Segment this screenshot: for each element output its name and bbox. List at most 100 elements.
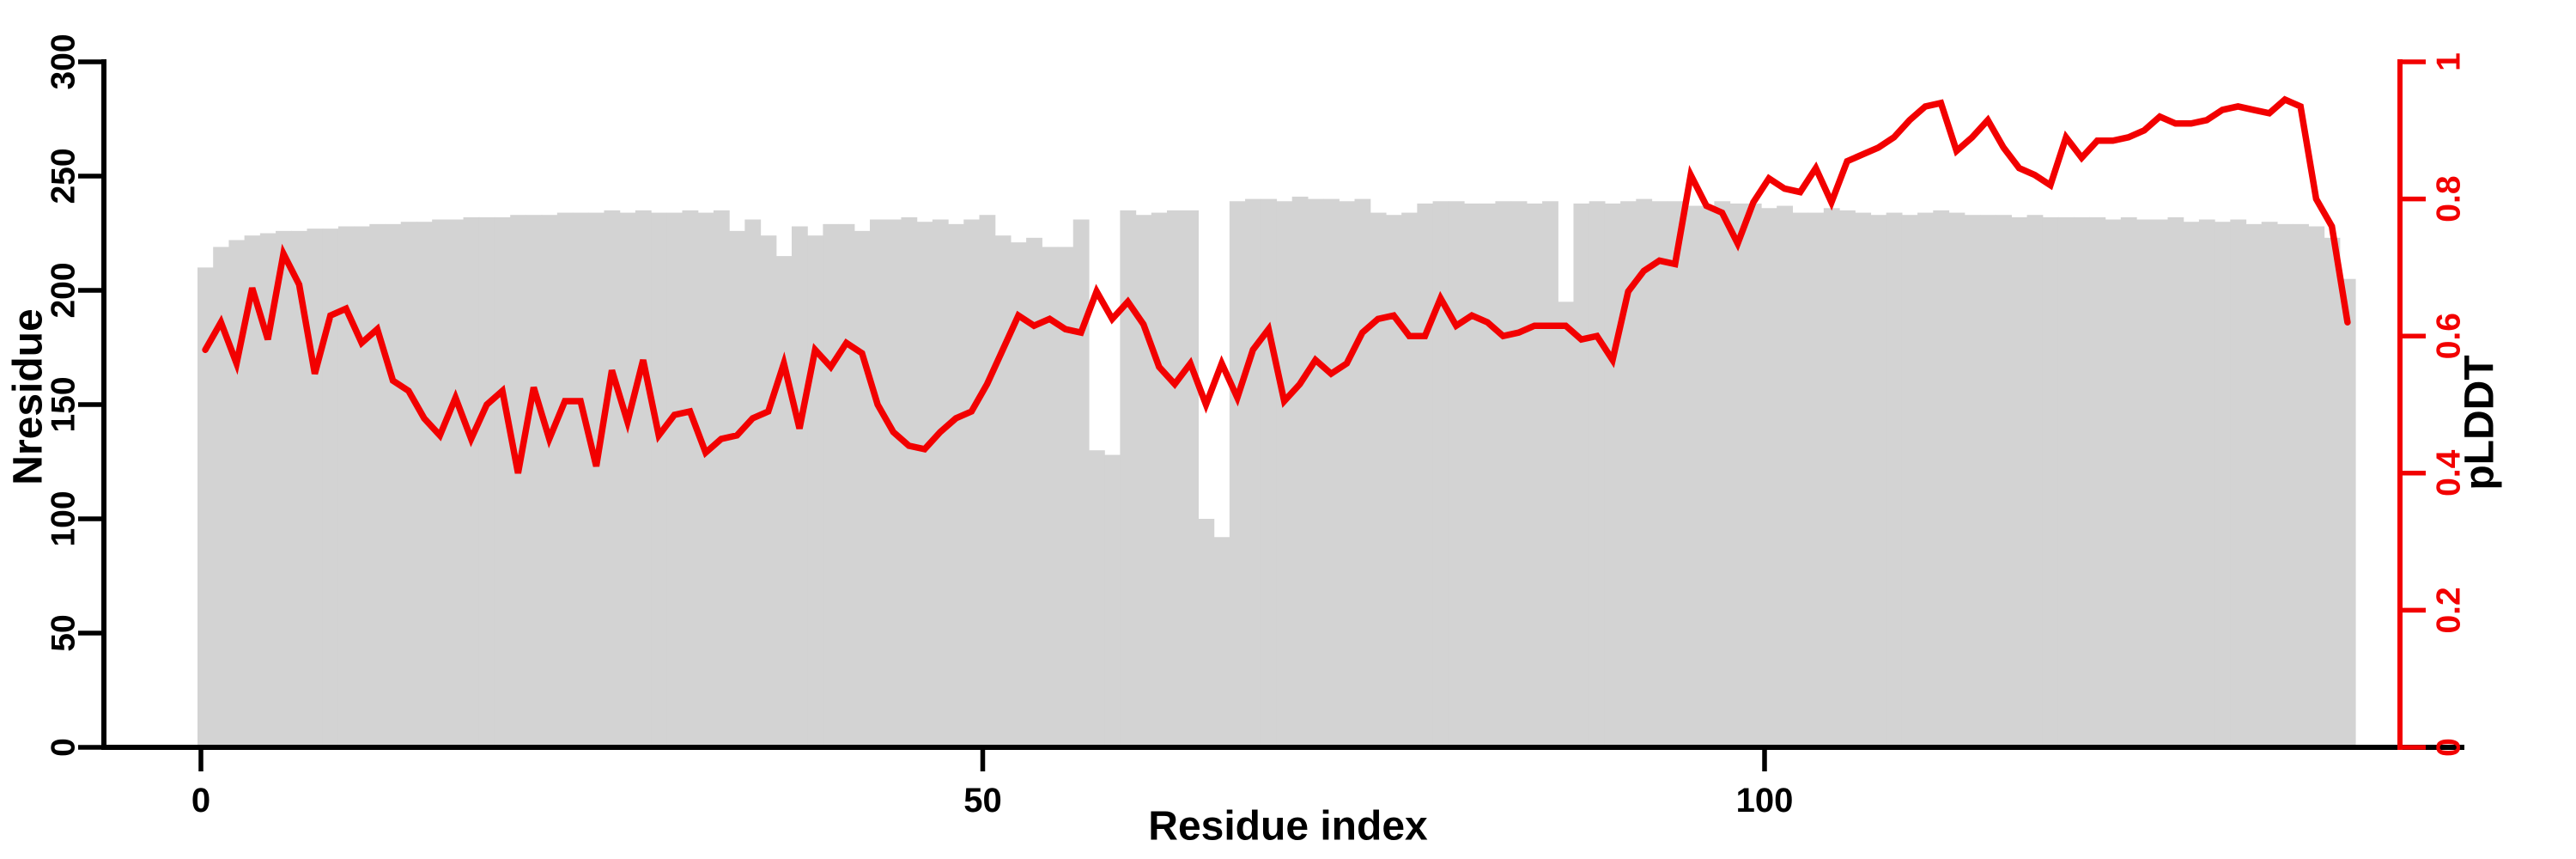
nresidue-bar: [1104, 454, 1121, 747]
nresidue-bar: [1120, 210, 1137, 747]
nresidue-bar: [2339, 278, 2356, 747]
nresidue-bar: [432, 219, 448, 748]
nresidue-bar: [838, 223, 855, 747]
nresidue-bar: [541, 215, 558, 748]
nresidue-bar: [1807, 212, 1825, 747]
nresidue-bar: [1213, 537, 1230, 747]
nresidue-bar: [337, 226, 355, 747]
nresidue-bar: [1307, 198, 1324, 748]
nresidue-bar: [1777, 205, 1794, 747]
nresidue-bar: [1792, 212, 1809, 747]
nresidue-bar: [1401, 212, 1418, 747]
nresidue-bar: [1933, 210, 1950, 747]
y-right-tick-label: 0.4: [2431, 449, 2468, 497]
nresidue-bar: [1042, 247, 1059, 748]
nresidue-bar: [1761, 208, 1777, 748]
nresidue-bar: [2198, 219, 2215, 748]
nresidue-bar: [2089, 216, 2106, 747]
nresidue-bar: [1026, 237, 1042, 747]
nresidue-bar: [213, 247, 230, 748]
nresidue-bar: [573, 212, 589, 747]
nresidue-bar: [807, 235, 823, 747]
nresidue-bar: [1917, 212, 1934, 747]
nresidue-bar: [1996, 215, 2012, 748]
x-tick-label: 0: [191, 782, 210, 819]
nresidue-bar: [2152, 219, 2169, 748]
nresidue-bar: [1261, 198, 1278, 748]
nresidue-bar: [682, 210, 699, 747]
nresidue-bar: [1479, 203, 1497, 748]
nresidue-bar: [322, 228, 339, 747]
nresidue-bar: [2120, 216, 2137, 747]
nresidue-bar: [1229, 201, 1246, 747]
nresidue-bar: [1542, 201, 1558, 747]
nresidue-bar: [1558, 302, 1575, 747]
nresidue-bar: [666, 212, 683, 747]
nresidue-bar: [1636, 198, 1653, 748]
x-tick-label: 100: [1736, 782, 1794, 819]
nresidue-bar: [823, 223, 840, 747]
y-left-tick-label: 250: [46, 148, 82, 204]
nresidue-bar: [2293, 223, 2309, 747]
y-right-tick-label: 0.6: [2431, 313, 2468, 359]
nresidue-bar: [385, 223, 402, 747]
nresidue-bar: [760, 235, 777, 747]
nresidue-bar: [1370, 212, 1387, 747]
nresidue-bar: [635, 210, 652, 747]
nresidue-bar: [619, 212, 636, 747]
nresidue-bar: [369, 223, 386, 747]
nresidue-bar: [1354, 198, 1371, 748]
y-right-tick-label: 1: [2431, 52, 2468, 71]
nresidue-bar: [979, 215, 996, 748]
nresidue-bar: [932, 219, 949, 748]
nresidue-bar: [1979, 215, 1996, 748]
nresidue-bar: [1135, 215, 1152, 748]
nresidue-bar: [2276, 223, 2293, 747]
nresidue-bar: [307, 228, 324, 747]
nresidue-bar: [791, 226, 808, 747]
nresidue-bar: [2308, 226, 2325, 747]
nresidue-bar: [1245, 198, 1261, 748]
nresidue-bar: [1839, 210, 1856, 747]
nresidue-bar: [2136, 219, 2153, 748]
nresidue-bar: [2074, 216, 2091, 747]
nresidue-bar: [556, 212, 574, 747]
nresidue-bar: [963, 219, 981, 748]
nresidue-bar: [1057, 247, 1074, 748]
nresidue-bar: [713, 210, 730, 747]
nresidue-bar: [2245, 223, 2263, 747]
nresidue-bar: [1729, 203, 1747, 748]
nresidue-bar: [197, 267, 214, 747]
nresidue-bar: [1432, 201, 1449, 747]
nresidue-bar: [2011, 216, 2028, 747]
nresidue-bar: [1072, 219, 1090, 748]
nresidue-bar: [1573, 203, 1590, 748]
y-left-tick-label: 100: [46, 490, 82, 546]
nresidue-bar: [291, 230, 308, 748]
y-left-tick-label: 200: [46, 262, 82, 318]
nresidue-bar: [1682, 205, 1699, 747]
y-left-tick-label: 50: [46, 614, 82, 651]
nresidue-bar: [870, 219, 886, 748]
nresidue-bar: [1291, 196, 1309, 747]
nresidue-bar: [1589, 201, 1606, 747]
nresidue-bar: [2230, 219, 2247, 748]
y-left-tick-label: 300: [46, 34, 82, 89]
nresidue-bar: [2324, 237, 2341, 747]
y-right-tick-label: 0.2: [2431, 587, 2468, 633]
nresidue-bar: [1385, 215, 1402, 748]
nresidue-bar: [228, 240, 246, 748]
nresidue-bar: [775, 256, 793, 748]
nresidue-bar: [1604, 203, 1621, 748]
nresidue-bar: [854, 230, 871, 748]
nresidue-bar: [1339, 201, 1356, 747]
nresidue-bar: [1010, 242, 1027, 747]
nresidue-bar: [2026, 215, 2044, 748]
nresidue-bar: [588, 212, 605, 747]
nresidue-bar: [885, 219, 902, 748]
nresidue-bar: [1901, 215, 1918, 748]
plddt-line: [202, 95, 2351, 474]
nresidue-bar: [1714, 201, 1731, 747]
y-right-tick-label: 0.8: [2431, 175, 2468, 222]
